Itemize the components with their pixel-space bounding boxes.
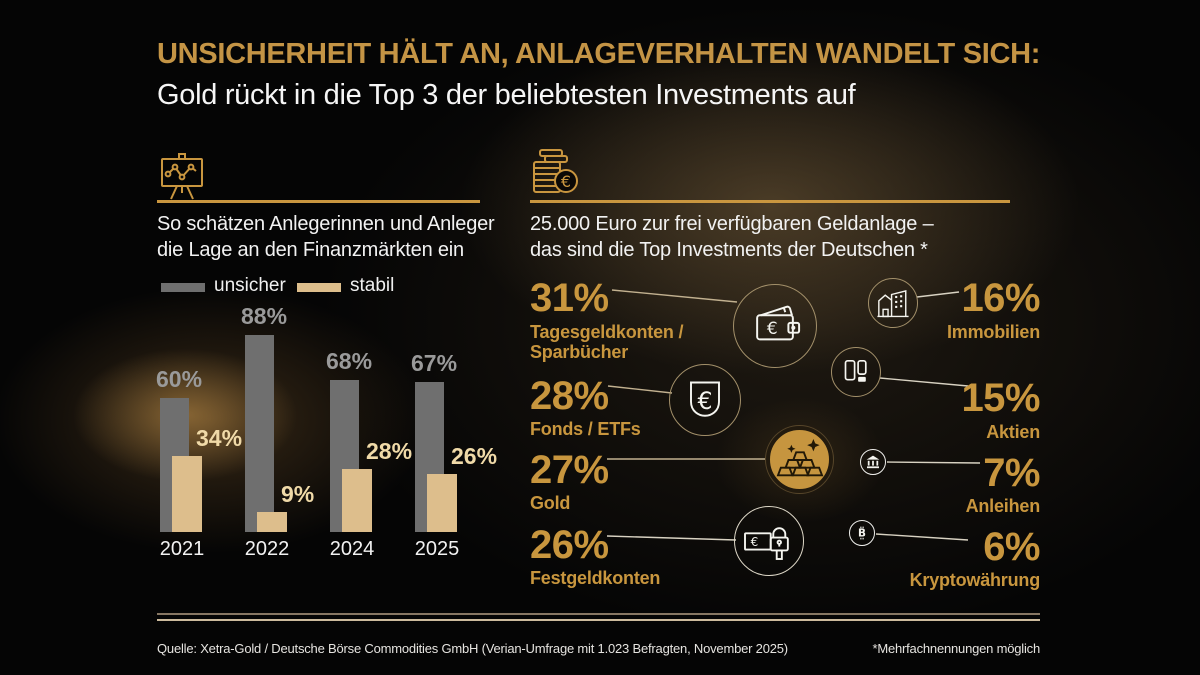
- svg-text:€: €: [697, 387, 712, 415]
- source-text: Quelle: Xetra-Gold / Deutsche Börse Comm…: [157, 641, 788, 656]
- legend-swatch-stabil: [297, 283, 341, 292]
- year-label-2022: 2022: [244, 538, 290, 560]
- investment-row-gold: 27% Gold: [530, 450, 750, 513]
- bar-value-stabil-2022: 9%: [281, 480, 315, 507]
- page-title: UNSICHERHEIT HÄLT AN, ANLAGEVERHALTEN WA…: [157, 38, 1041, 70]
- fonds-label: Fonds / ETFs: [530, 419, 641, 439]
- svg-text:€: €: [767, 318, 778, 338]
- krypto-value: 6%: [983, 525, 1040, 569]
- bar-stabil-2024: [342, 469, 372, 532]
- investment-row-krypto: 6% Kryptowährung: [860, 525, 1041, 590]
- right-section-rule: [530, 200, 1010, 203]
- bar-value-stabil-2025: 26%: [451, 442, 498, 469]
- page-subtitle: Gold rückt in die Top 3 der beliebtesten…: [157, 79, 856, 111]
- investment-row-tagesgeld: 31% Tagesgeldkonten / Sparbücher: [530, 278, 750, 362]
- svg-text:€: €: [751, 535, 759, 549]
- gold-bars-icon: [766, 426, 833, 493]
- right-intro-line1: 25.000 Euro zur frei verfügbaren Geldanl…: [530, 213, 934, 235]
- legend-label-stabil: stabil: [350, 275, 395, 296]
- year-label-2024: 2024: [329, 538, 375, 560]
- legend-swatch-unsicher: [161, 283, 205, 292]
- gold-label: Gold: [530, 493, 571, 513]
- wallet-euro-icon: €: [733, 284, 817, 368]
- left-intro-line1: So schätzen Anlegerinnen und Anleger: [157, 213, 495, 235]
- bar-value-unsicher-2021: 60%: [156, 365, 203, 392]
- money-lock-icon: €: [734, 506, 804, 576]
- chart-board-icon: [157, 152, 207, 200]
- bar-value-unsicher-2025: 67%: [411, 349, 458, 376]
- bar-value-stabil-2024: 28%: [366, 438, 413, 465]
- footer-divider-top: [157, 613, 1040, 615]
- bar-value-unsicher-2022: 88%: [241, 302, 288, 329]
- coins-euro-icon: €: [526, 148, 582, 200]
- festgeld-label: Festgeldkonten: [530, 568, 661, 588]
- immobilien-value: 16%: [961, 276, 1040, 320]
- left-intro-line2: die Lage an den Finanzmärkten ein: [157, 239, 464, 261]
- bank-icon: [860, 449, 886, 475]
- year-label-2021: 2021: [159, 538, 205, 560]
- investment-row-immobilien: 16% Immobilien: [860, 276, 1041, 342]
- bar-value-stabil-2021: 34%: [196, 424, 243, 451]
- year-label-2025: 2025: [414, 538, 460, 560]
- building-icon: [868, 278, 918, 328]
- footer-divider-bottom: [157, 619, 1040, 621]
- svg-text:B: B: [858, 528, 866, 540]
- immobilien-label: Immobilien: [946, 322, 1040, 342]
- bitcoin-icon: B: [849, 520, 875, 546]
- aktien-label: Aktien: [986, 422, 1040, 442]
- stocks-icon: [831, 347, 881, 397]
- festgeld-value: 26%: [530, 523, 609, 567]
- gold-value: 27%: [530, 448, 609, 492]
- fonds-value: 28%: [530, 374, 609, 418]
- left-section-rule: [157, 200, 480, 203]
- krypto-label: Kryptowährung: [909, 570, 1041, 590]
- anleihen-label: Anleihen: [965, 496, 1041, 516]
- right-intro-line2: das sind die Top Investments der Deutsch…: [530, 239, 928, 261]
- left-section-intro: So schätzen Anlegerinnen und Anleger die…: [157, 211, 517, 263]
- investment-row-anleihen: 7% Anleihen: [860, 451, 1041, 516]
- anleihen-value: 7%: [983, 451, 1040, 495]
- bar-stabil-2021: [172, 455, 202, 532]
- legend-label-unsicher: unsicher: [214, 275, 286, 296]
- investment-row-fonds: 28% Fonds / ETFs: [530, 376, 750, 439]
- aktien-value: 15%: [961, 376, 1040, 420]
- euro-fund-icon: €: [669, 364, 741, 436]
- bar-stabil-2022: [257, 511, 287, 532]
- bar-stabil-2025: [427, 473, 457, 532]
- financial-sentiment-chart: 60% 34% 2021 88% 9% 2022 68% 28% 2024 67% 26% 2025: [140, 300, 498, 575]
- footnote-text: *Mehrfachnennungen möglich: [872, 641, 1040, 656]
- bar-value-unsicher-2024: 68%: [326, 347, 373, 374]
- svg-text:€: €: [561, 172, 571, 191]
- tagesgeld-label: Tagesgeldkonten / Sparbücher: [530, 322, 684, 362]
- tagesgeld-value: 31%: [530, 276, 609, 320]
- right-section-intro: 25.000 Euro zur frei verfügbaren Geldanl…: [530, 211, 1000, 263]
- bar-unsicher-2022: [245, 334, 274, 532]
- investment-row-aktien: 15% Aktien: [860, 378, 1040, 442]
- investment-row-festgeld: 26% Festgeldkonten: [530, 525, 750, 588]
